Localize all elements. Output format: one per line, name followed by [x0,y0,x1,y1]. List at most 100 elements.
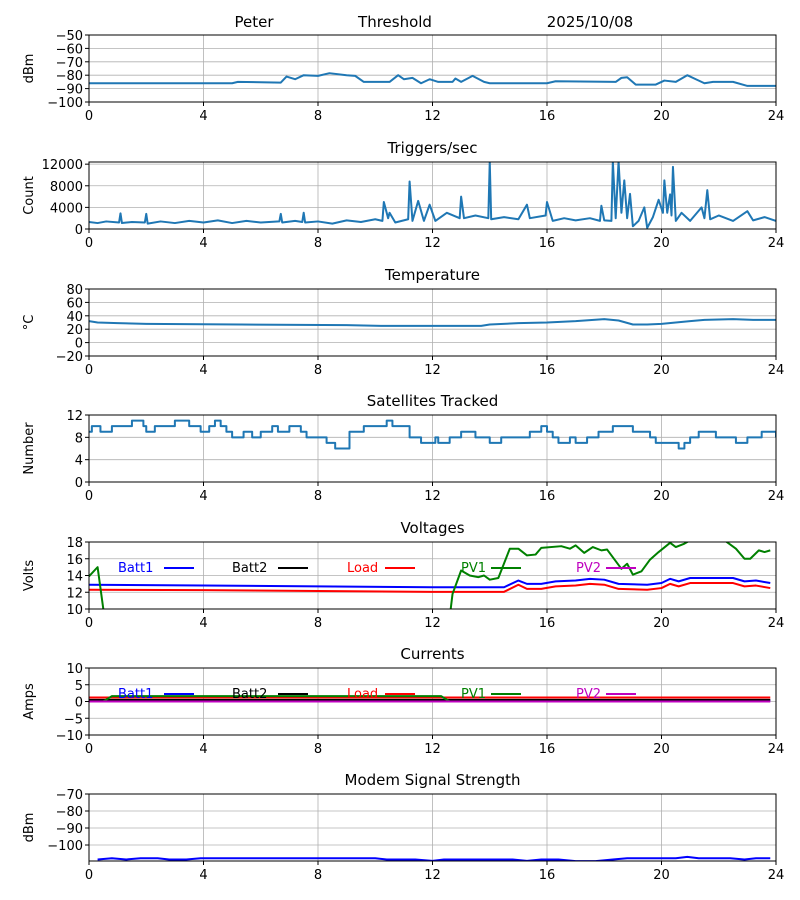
legend-label: Batt1 [118,687,153,702]
panel-title: Currents [400,645,464,663]
x-tick-label: 8 [314,616,322,631]
y-tick-label: −20 [56,350,83,365]
y-tick-label: 16 [66,553,83,568]
header-station: Peter [234,13,274,31]
x-tick-label: 0 [85,489,93,504]
x-tick-label: 4 [199,868,207,883]
panel-5: 0 4 8 12 16 20 24 −10 −50 5 10 Currents Amps Batt1 Bat… [22,645,784,757]
x-tick-label: 12 [424,742,441,757]
x-tick-label: 20 [653,616,670,631]
series-line-batt1 [89,577,771,589]
y-tick-label: 0 [75,476,83,491]
legend-label: PV1 [461,687,486,702]
x-tick-label: 20 [653,236,670,251]
x-tick-label: 16 [539,742,556,757]
series-line-load [89,582,771,593]
y-tick-label: −50 [56,29,83,44]
panel-3: 0 4 8 12 16 20 24 0 4 8 12 Satellites Tracked Number [22,392,784,504]
panel-title: Voltages [400,519,464,537]
x-tick-label: 24 [768,868,785,883]
x-tick-label: 4 [199,363,207,378]
series-line-6 [97,855,771,861]
y-tick-label: 10 [66,662,83,677]
y-tick-label: −5 [64,712,83,727]
y-axis-label: Amps [22,683,37,720]
x-tick-label: 12 [424,109,441,124]
y-tick-label: −100 [47,96,83,111]
y-tick-label: −100 [47,839,83,854]
y-tick-label: −10 [56,729,83,744]
y-tick-label: 4 [75,454,83,469]
y-tick-label: 20 [66,323,83,338]
x-tick-label: 16 [539,109,556,124]
x-tick-label: 12 [424,489,441,504]
y-tick-label: 60 [66,296,83,311]
legend-label: Batt1 [118,561,153,576]
header-date: 2025/10/08 [547,13,633,31]
legend-label: PV2 [576,687,601,702]
x-tick-label: 0 [85,742,93,757]
x-tick-label: 12 [424,868,441,883]
x-tick-label: 4 [199,109,207,124]
x-tick-label: 16 [539,363,556,378]
y-tick-label: 18 [66,536,83,551]
x-tick-label: 20 [653,109,670,124]
y-axis-label: °C [22,315,37,331]
y-tick-label: 0 [75,223,83,238]
y-tick-label: −80 [56,805,83,820]
x-tick-label: 24 [768,363,785,378]
x-tick-label: 24 [768,236,785,251]
x-tick-label: 24 [768,489,785,504]
series-line-2 [89,318,776,327]
legend-label: Batt2 [232,687,267,702]
x-tick-label: 8 [314,109,322,124]
legend-label: PV2 [576,561,601,576]
x-tick-label: 8 [314,363,322,378]
y-axis-label: dBm [22,54,37,84]
x-tick-label: 4 [199,616,207,631]
y-tick-label: −90 [56,822,83,837]
panel-title: Modem Signal Strength [345,771,521,789]
x-tick-label: 24 [768,109,785,124]
x-tick-label: 16 [539,236,556,251]
panel-title: Satellites Tracked [367,392,498,410]
y-axis-label: Number [22,422,37,475]
y-tick-label: −70 [56,788,83,803]
x-tick-label: 24 [768,742,785,757]
x-tick-label: 4 [199,236,207,251]
y-tick-label: −80 [56,69,83,84]
series-line-pv1 [102,695,451,703]
x-tick-label: 16 [539,489,556,504]
y-tick-label: 8000 [50,180,83,195]
y-tick-label: 14 [66,570,83,585]
x-tick-label: 0 [85,616,93,631]
y-tick-label: 12 [66,409,83,424]
x-tick-label: 16 [539,868,556,883]
series-line-3 [89,419,776,450]
y-axis-label: Count [22,176,37,215]
y-tick-label: −90 [56,83,83,98]
x-tick-label: 8 [314,868,322,883]
x-tick-label: 4 [199,489,207,504]
y-axis-label: dBm [22,813,37,843]
y-tick-label: 5 [75,679,83,694]
legend-label: Load [347,561,378,576]
panel-1: 0 4 8 12 16 20 24 0 4000 8000 12000 Triggers/sec Cou… [22,139,784,251]
x-tick-label: 20 [653,742,670,757]
y-tick-label: 12 [66,586,83,601]
x-tick-label: 8 [314,236,322,251]
x-tick-label: 0 [85,109,93,124]
legend-label: Batt2 [232,561,267,576]
series-line-0 [89,72,776,87]
header-mode: Threshold [357,13,432,31]
panel-0: 0 4 8 12 16 20 24 −100−90−80−70−60−50 dBm [22,29,784,124]
y-tick-label: 0 [75,337,83,352]
x-tick-label: 24 [768,616,785,631]
y-tick-label: 0 [75,696,83,711]
y-axis-label: Volts [22,560,37,592]
x-tick-label: 20 [653,489,670,504]
panel-title: Triggers/sec [387,139,478,157]
y-tick-label: 8 [75,431,83,446]
